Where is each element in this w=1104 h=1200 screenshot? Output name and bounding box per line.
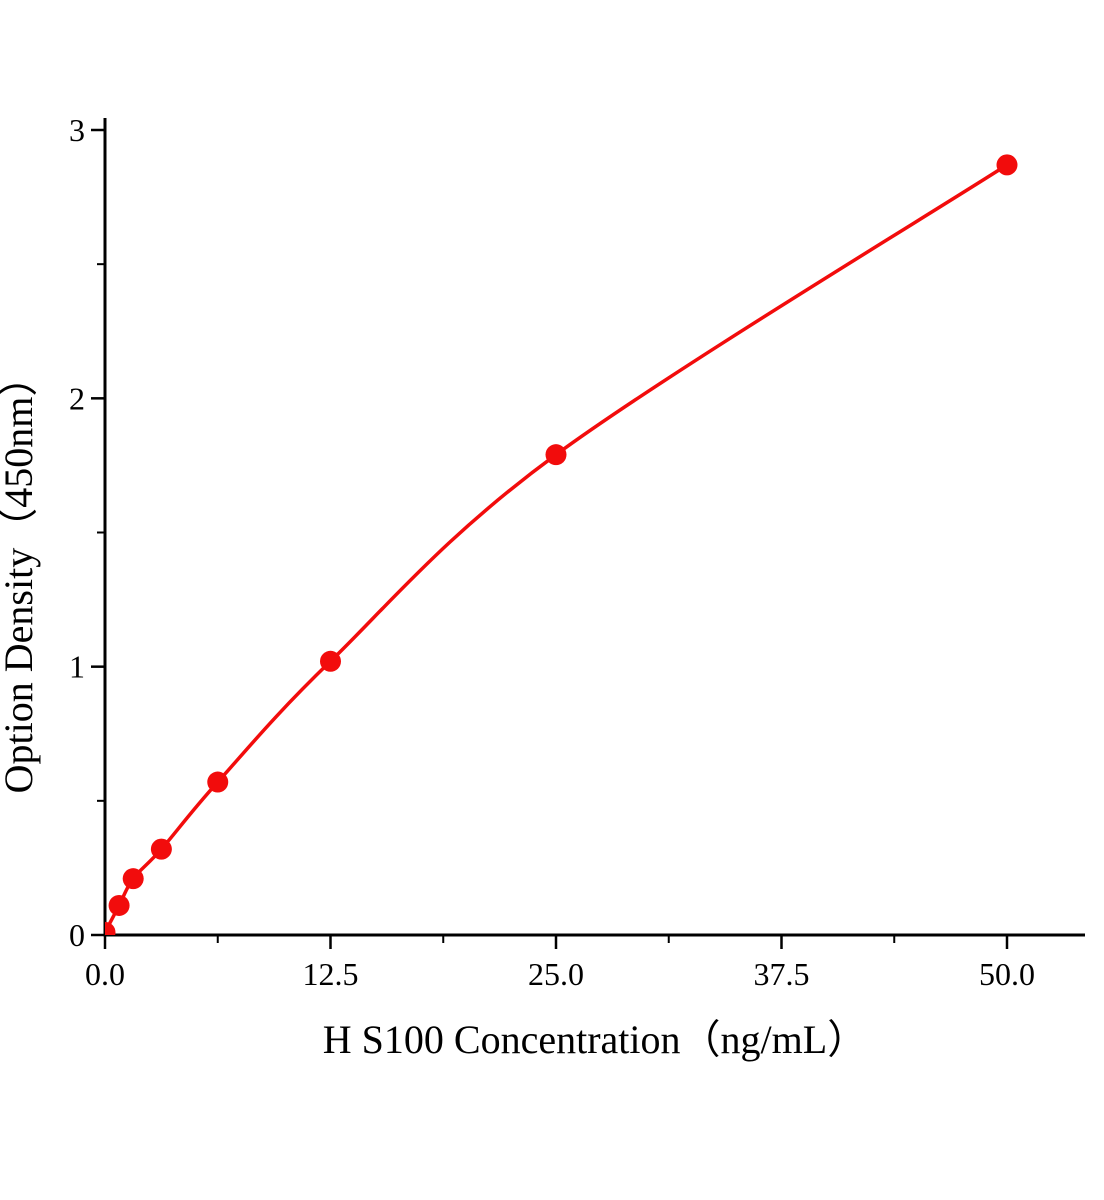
data-point	[996, 154, 1018, 176]
y-tick-label: 0	[69, 917, 85, 953]
curve-line	[105, 163, 1009, 935]
data-point	[207, 771, 229, 793]
axes-group	[91, 118, 1085, 949]
tick-labels-group: 0.0 12.5 25.0 37.5 50.0 0 1 2 3	[69, 112, 1035, 992]
x-tick-label: 25.0	[528, 956, 584, 992]
data-point	[105, 921, 116, 935]
data-point	[122, 868, 144, 890]
data-point	[545, 444, 567, 466]
x-tick-label: 0.0	[85, 956, 125, 992]
x-tick-label: 50.0	[979, 956, 1035, 992]
data-point	[320, 650, 341, 672]
plot-group	[105, 154, 1018, 935]
y-tick-label: 1	[69, 649, 85, 685]
x-tick-label: 37.5	[754, 956, 810, 992]
y-tick-label: 3	[69, 112, 85, 148]
data-point	[108, 894, 130, 916]
x-tick-label: 12.5	[303, 956, 359, 992]
y-tick-label: 2	[69, 380, 85, 416]
data-point	[150, 838, 172, 860]
x-axis-title: H S100 Concentration（ng/mL）	[323, 1017, 867, 1062]
y-axis-title: Option Density（450nm）	[0, 357, 41, 794]
